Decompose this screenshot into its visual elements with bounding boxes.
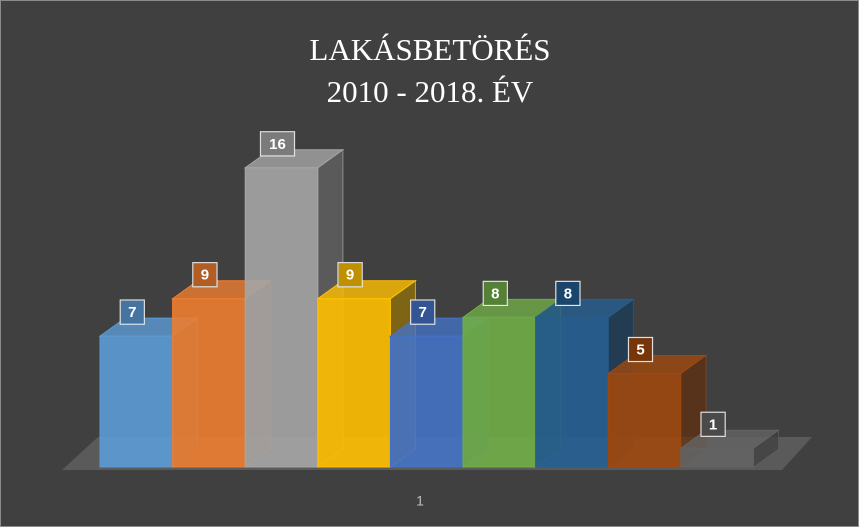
x-tick-label: 1 — [416, 493, 424, 509]
bar — [680, 447, 754, 468]
bar — [172, 298, 246, 468]
data-label-shade — [120, 300, 145, 325]
data-label-shade — [628, 337, 653, 362]
bar — [535, 316, 609, 468]
bar — [99, 335, 174, 468]
data-label: 5 — [636, 341, 644, 358]
data-label: 9 — [201, 267, 209, 284]
data-label: 8 — [491, 285, 499, 302]
data-label: 1 — [709, 416, 717, 433]
bar — [244, 167, 319, 468]
chart-subtitle: 2010 - 2018. ÉV — [327, 74, 534, 109]
bar — [462, 316, 537, 468]
data-label-shade — [338, 262, 363, 287]
data-label-shade — [555, 281, 580, 306]
data-label-box — [259, 131, 296, 157]
data-label-shade — [483, 281, 508, 306]
data-label: 16 — [269, 136, 286, 153]
data-label-box — [119, 299, 145, 325]
bar — [607, 373, 682, 468]
data-label: 7 — [419, 304, 427, 321]
data-label-box — [627, 336, 654, 363]
bar — [389, 335, 464, 468]
data-label: 9 — [346, 267, 354, 284]
data-label-box — [700, 411, 726, 437]
data-label-box — [337, 262, 363, 288]
bar-side-shade — [753, 430, 779, 467]
data-label-box — [192, 262, 218, 288]
data-label-box — [410, 299, 436, 325]
chart-title: LAKÁSBETÖRÉS — [309, 32, 550, 67]
data-label-shade — [410, 300, 435, 325]
data-label: 7 — [128, 304, 136, 321]
bar — [317, 298, 391, 468]
data-label-shade — [260, 131, 295, 156]
data-label-box — [482, 280, 508, 306]
data-label: 8 — [564, 285, 572, 302]
data-label-box — [555, 280, 581, 306]
data-label-shade — [192, 262, 217, 287]
data-label-shade — [701, 412, 726, 437]
